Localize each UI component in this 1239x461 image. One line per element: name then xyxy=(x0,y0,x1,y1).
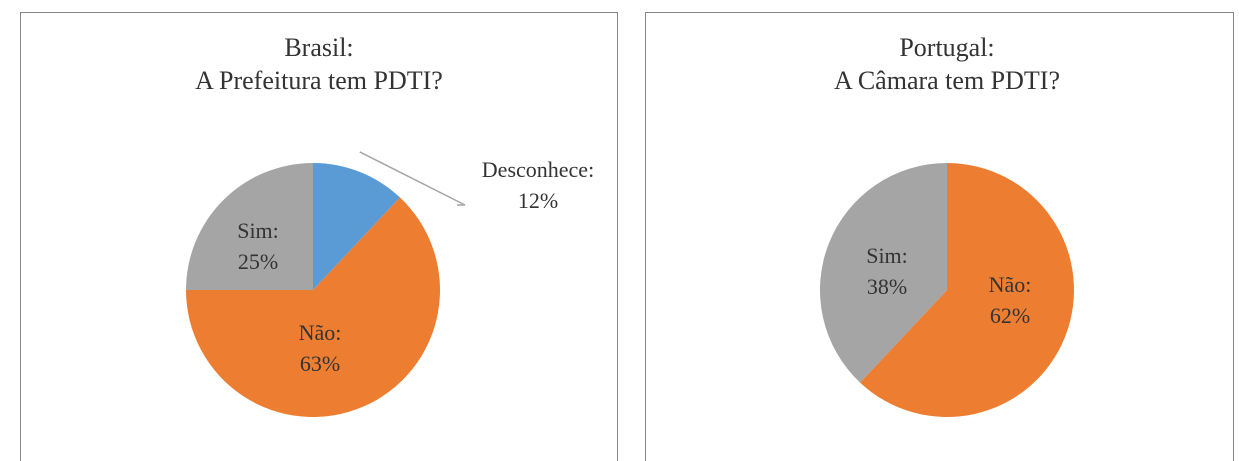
pie-slice xyxy=(186,163,313,290)
chart-title: Portugal: xyxy=(899,33,994,62)
slice-label: Desconhece: xyxy=(482,157,594,182)
slice-value-label: 12% xyxy=(518,188,558,213)
panel-border xyxy=(645,12,1234,461)
slice-label: Não: xyxy=(989,272,1032,297)
slice-value-label: 63% xyxy=(300,351,340,376)
slice-value-label: 25% xyxy=(238,249,278,274)
slice-label: Não: xyxy=(299,320,342,345)
pie-slice xyxy=(313,163,400,290)
chart-title: A Câmara tem PDTI? xyxy=(834,66,1060,95)
pie-slice xyxy=(860,163,1074,417)
slice-value-label: 62% xyxy=(990,303,1030,328)
slice-value-label: 38% xyxy=(867,274,907,299)
chart-title: Brasil: xyxy=(284,33,353,62)
slice-label: Sim: xyxy=(237,218,279,243)
pie-slice xyxy=(186,197,441,418)
pie-slice xyxy=(819,163,947,383)
slice-label: Sim: xyxy=(866,243,908,268)
chart-title: A Prefeitura tem PDTI? xyxy=(195,66,443,95)
panel-border xyxy=(20,12,618,461)
leader-line xyxy=(359,151,466,206)
